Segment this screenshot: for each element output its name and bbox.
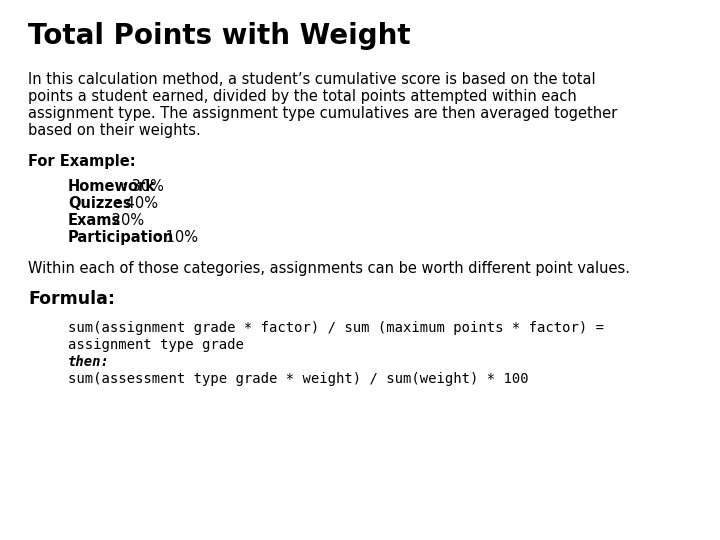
Text: then:: then: [68, 355, 110, 369]
Text: points a student earned, divided by the total points attempted within each: points a student earned, divided by the … [28, 89, 577, 104]
Text: In this calculation method, a student’s cumulative score is based on the total: In this calculation method, a student’s … [28, 72, 595, 87]
Text: based on their weights.: based on their weights. [28, 123, 201, 138]
Text: Exams: Exams [68, 213, 121, 228]
Text: Participation: Participation [68, 230, 174, 245]
Text: sum(assignment grade * factor) / sum (maximum points * factor) =: sum(assignment grade * factor) / sum (ma… [68, 321, 604, 335]
Text: : 40%: : 40% [116, 196, 158, 211]
Text: : 30%: : 30% [122, 179, 164, 194]
Text: : 20%: : 20% [102, 213, 144, 228]
Text: For Example:: For Example: [28, 154, 135, 169]
Text: Homework: Homework [68, 179, 156, 194]
Text: Formula:: Formula: [28, 290, 115, 308]
Text: Within each of those categories, assignments can be worth different point values: Within each of those categories, assignm… [28, 261, 630, 276]
Text: assignment type grade: assignment type grade [68, 338, 244, 352]
Text: sum(assessment type grade * weight) / sum(weight) * 100: sum(assessment type grade * weight) / su… [68, 372, 528, 386]
Text: : 10%: : 10% [156, 230, 199, 245]
Text: Quizzes: Quizzes [68, 196, 132, 211]
Text: Total Points with Weight: Total Points with Weight [28, 22, 410, 50]
Text: assignment type. The assignment type cumulatives are then averaged together: assignment type. The assignment type cum… [28, 106, 617, 121]
